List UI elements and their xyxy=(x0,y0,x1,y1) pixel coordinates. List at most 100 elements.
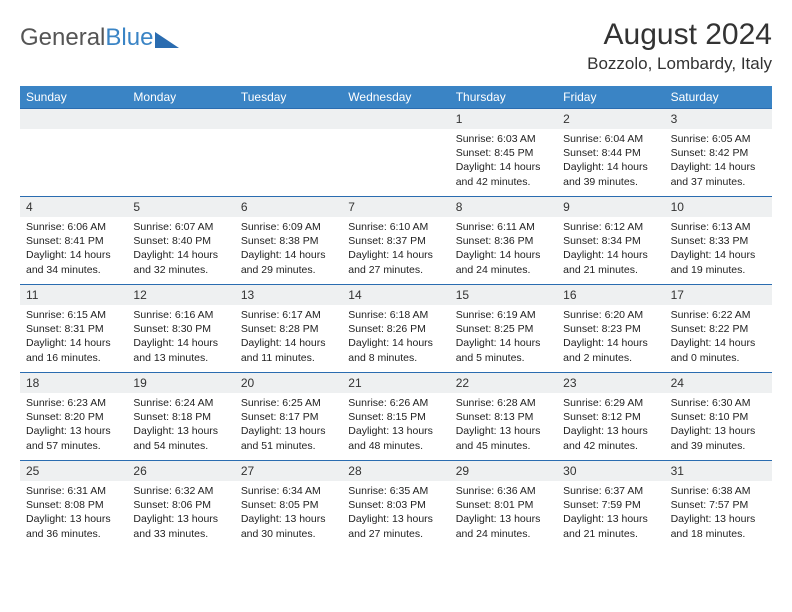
day-body: Sunrise: 6:16 AMSunset: 8:30 PMDaylight:… xyxy=(127,305,234,369)
weekday-header: Monday xyxy=(127,86,234,108)
day-cell: 11Sunrise: 6:15 AMSunset: 8:31 PMDayligh… xyxy=(20,284,127,372)
month-title: August 2024 xyxy=(587,18,772,52)
sunrise-line: Sunrise: 6:15 AM xyxy=(26,308,121,322)
day-cell: 25Sunrise: 6:31 AMSunset: 8:08 PMDayligh… xyxy=(20,460,127,548)
day-number: 5 xyxy=(127,197,234,217)
day-body xyxy=(235,129,342,136)
sunset-line: Sunset: 8:26 PM xyxy=(348,322,443,336)
day-body xyxy=(20,129,127,136)
day-body: Sunrise: 6:26 AMSunset: 8:15 PMDaylight:… xyxy=(342,393,449,457)
sunrise-line: Sunrise: 6:24 AM xyxy=(133,396,228,410)
sunset-line: Sunset: 7:57 PM xyxy=(671,498,766,512)
sunrise-line: Sunrise: 6:19 AM xyxy=(456,308,551,322)
sunrise-line: Sunrise: 6:28 AM xyxy=(456,396,551,410)
brand-part2: Blue xyxy=(105,24,153,52)
day-number: 16 xyxy=(557,285,664,305)
day-body: Sunrise: 6:25 AMSunset: 8:17 PMDaylight:… xyxy=(235,393,342,457)
day-body: Sunrise: 6:04 AMSunset: 8:44 PMDaylight:… xyxy=(557,129,664,193)
week-row: 18Sunrise: 6:23 AMSunset: 8:20 PMDayligh… xyxy=(20,372,772,460)
sunrise-line: Sunrise: 6:10 AM xyxy=(348,220,443,234)
location-label: Bozzolo, Lombardy, Italy xyxy=(587,54,772,74)
sunrise-line: Sunrise: 6:11 AM xyxy=(456,220,551,234)
day-cell: 27Sunrise: 6:34 AMSunset: 8:05 PMDayligh… xyxy=(235,460,342,548)
sunset-line: Sunset: 8:22 PM xyxy=(671,322,766,336)
day-body: Sunrise: 6:31 AMSunset: 8:08 PMDaylight:… xyxy=(20,481,127,545)
day-number: 14 xyxy=(342,285,449,305)
daylight-line: Daylight: 13 hours and 57 minutes. xyxy=(26,424,121,452)
sunset-line: Sunset: 8:31 PM xyxy=(26,322,121,336)
day-number: 22 xyxy=(450,373,557,393)
weekday-header: Thursday xyxy=(450,86,557,108)
brand-logo: GeneralBlue xyxy=(20,18,181,52)
calendar-page: GeneralBlue August 2024 Bozzolo, Lombard… xyxy=(0,0,792,558)
day-cell xyxy=(342,108,449,196)
daylight-line: Daylight: 13 hours and 21 minutes. xyxy=(563,512,658,540)
weekday-header: Saturday xyxy=(665,86,772,108)
sunrise-line: Sunrise: 6:13 AM xyxy=(671,220,766,234)
day-number: 2 xyxy=(557,109,664,129)
sunrise-line: Sunrise: 6:23 AM xyxy=(26,396,121,410)
week-row: 11Sunrise: 6:15 AMSunset: 8:31 PMDayligh… xyxy=(20,284,772,372)
daylight-line: Daylight: 14 hours and 5 minutes. xyxy=(456,336,551,364)
sunset-line: Sunset: 8:13 PM xyxy=(456,410,551,424)
day-cell: 5Sunrise: 6:07 AMSunset: 8:40 PMDaylight… xyxy=(127,196,234,284)
sunset-line: Sunset: 8:28 PM xyxy=(241,322,336,336)
day-number: 27 xyxy=(235,461,342,481)
sunset-line: Sunset: 8:41 PM xyxy=(26,234,121,248)
day-body: Sunrise: 6:36 AMSunset: 8:01 PMDaylight:… xyxy=(450,481,557,545)
day-body: Sunrise: 6:35 AMSunset: 8:03 PMDaylight:… xyxy=(342,481,449,545)
day-cell: 23Sunrise: 6:29 AMSunset: 8:12 PMDayligh… xyxy=(557,372,664,460)
day-number: 19 xyxy=(127,373,234,393)
day-number: 20 xyxy=(235,373,342,393)
sunrise-line: Sunrise: 6:36 AM xyxy=(456,484,551,498)
day-body: Sunrise: 6:06 AMSunset: 8:41 PMDaylight:… xyxy=(20,217,127,281)
daylight-line: Daylight: 14 hours and 39 minutes. xyxy=(563,160,658,188)
day-body: Sunrise: 6:34 AMSunset: 8:05 PMDaylight:… xyxy=(235,481,342,545)
sunrise-line: Sunrise: 6:06 AM xyxy=(26,220,121,234)
sunset-line: Sunset: 8:12 PM xyxy=(563,410,658,424)
sunset-line: Sunset: 8:40 PM xyxy=(133,234,228,248)
daylight-line: Daylight: 13 hours and 36 minutes. xyxy=(26,512,121,540)
day-number: 24 xyxy=(665,373,772,393)
sunrise-line: Sunrise: 6:31 AM xyxy=(26,484,121,498)
day-cell: 26Sunrise: 6:32 AMSunset: 8:06 PMDayligh… xyxy=(127,460,234,548)
daylight-line: Daylight: 14 hours and 8 minutes. xyxy=(348,336,443,364)
day-number: 11 xyxy=(20,285,127,305)
daylight-line: Daylight: 14 hours and 37 minutes. xyxy=(671,160,766,188)
sunrise-line: Sunrise: 6:05 AM xyxy=(671,132,766,146)
sunrise-line: Sunrise: 6:03 AM xyxy=(456,132,551,146)
day-body: Sunrise: 6:22 AMSunset: 8:22 PMDaylight:… xyxy=(665,305,772,369)
day-cell xyxy=(127,108,234,196)
sunset-line: Sunset: 7:59 PM xyxy=(563,498,658,512)
daylight-line: Daylight: 13 hours and 51 minutes. xyxy=(241,424,336,452)
sunset-line: Sunset: 8:30 PM xyxy=(133,322,228,336)
day-body: Sunrise: 6:20 AMSunset: 8:23 PMDaylight:… xyxy=(557,305,664,369)
day-number: 23 xyxy=(557,373,664,393)
sunrise-line: Sunrise: 6:35 AM xyxy=(348,484,443,498)
day-number: 18 xyxy=(20,373,127,393)
sunset-line: Sunset: 8:03 PM xyxy=(348,498,443,512)
day-number: 30 xyxy=(557,461,664,481)
sunrise-line: Sunrise: 6:34 AM xyxy=(241,484,336,498)
day-number: 6 xyxy=(235,197,342,217)
daylight-line: Daylight: 13 hours and 42 minutes. xyxy=(563,424,658,452)
day-body: Sunrise: 6:13 AMSunset: 8:33 PMDaylight:… xyxy=(665,217,772,281)
daylight-line: Daylight: 13 hours and 18 minutes. xyxy=(671,512,766,540)
day-cell: 7Sunrise: 6:10 AMSunset: 8:37 PMDaylight… xyxy=(342,196,449,284)
daylight-line: Daylight: 14 hours and 13 minutes. xyxy=(133,336,228,364)
daylight-line: Daylight: 14 hours and 32 minutes. xyxy=(133,248,228,276)
day-body: Sunrise: 6:24 AMSunset: 8:18 PMDaylight:… xyxy=(127,393,234,457)
sunrise-line: Sunrise: 6:38 AM xyxy=(671,484,766,498)
day-body: Sunrise: 6:15 AMSunset: 8:31 PMDaylight:… xyxy=(20,305,127,369)
day-cell: 28Sunrise: 6:35 AMSunset: 8:03 PMDayligh… xyxy=(342,460,449,548)
day-body: Sunrise: 6:32 AMSunset: 8:06 PMDaylight:… xyxy=(127,481,234,545)
title-block: August 2024 Bozzolo, Lombardy, Italy xyxy=(587,18,772,74)
day-body: Sunrise: 6:19 AMSunset: 8:25 PMDaylight:… xyxy=(450,305,557,369)
sunset-line: Sunset: 8:05 PM xyxy=(241,498,336,512)
day-cell: 24Sunrise: 6:30 AMSunset: 8:10 PMDayligh… xyxy=(665,372,772,460)
sunset-line: Sunset: 8:10 PM xyxy=(671,410,766,424)
day-cell: 14Sunrise: 6:18 AMSunset: 8:26 PMDayligh… xyxy=(342,284,449,372)
sunset-line: Sunset: 8:33 PM xyxy=(671,234,766,248)
sunset-line: Sunset: 8:34 PM xyxy=(563,234,658,248)
day-cell: 4Sunrise: 6:06 AMSunset: 8:41 PMDaylight… xyxy=(20,196,127,284)
